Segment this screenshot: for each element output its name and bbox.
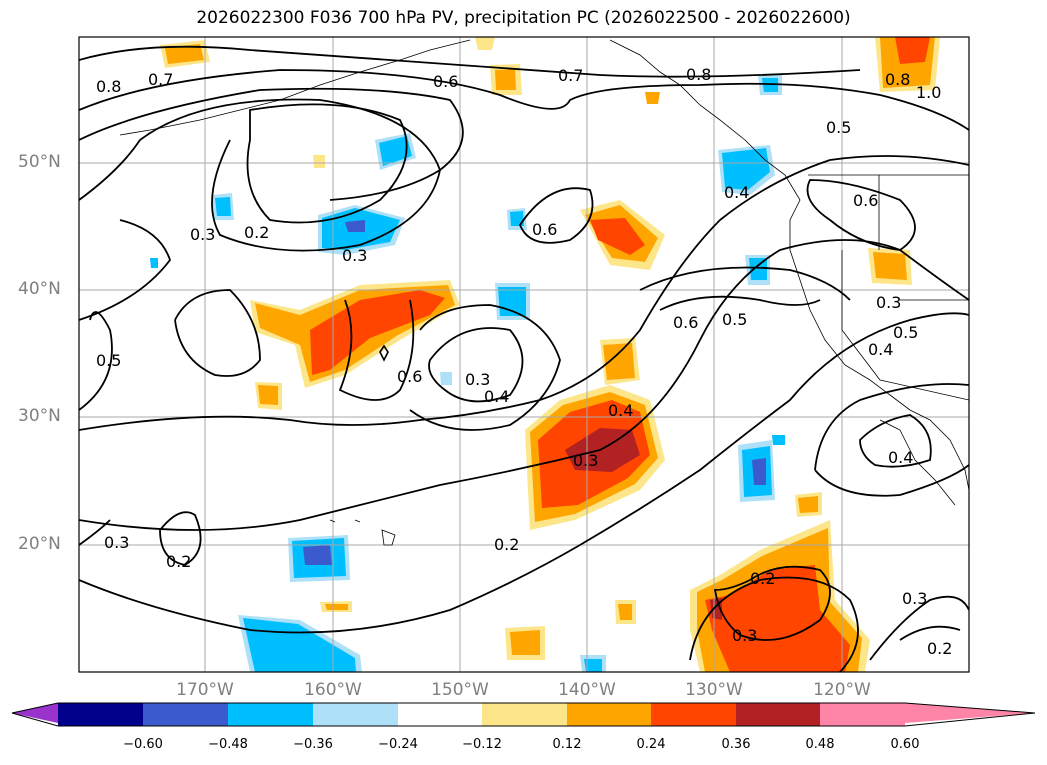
pv-contour-label: 0.7: [558, 66, 583, 85]
pv-contour-label: 0.6: [532, 220, 557, 239]
lat-label: 30°N: [18, 406, 61, 426]
pv-contour-label: 0.4: [724, 183, 749, 202]
pv-contour-label-group: 0.8 0.7 0.6 0.7 0.8 0.5 1.0 0.8 0.2 0.3 …: [96, 65, 952, 658]
colorbar-tick-label: −0.12: [462, 737, 502, 752]
colorbar-swatch: [228, 703, 313, 726]
pv-contour-label: 0.8: [885, 70, 910, 89]
pv-contour-label: 0.5: [96, 351, 121, 370]
pv-contour-label: 1.0: [916, 83, 941, 102]
colorbar-swatch: [820, 703, 905, 726]
colorbar-swatch: [482, 703, 567, 726]
pv-contour-label: 0.4: [608, 401, 633, 420]
colorbar-swatch: [58, 703, 143, 726]
pv-contour-label: 0.5: [722, 310, 747, 329]
colorbar-tick-label: −0.48: [208, 737, 248, 752]
lon-label: 140°W: [558, 680, 616, 700]
colorbar-tick-label: 0.48: [805, 737, 835, 752]
colorbar-swatch: [398, 703, 482, 726]
pv-contour-label: 0.5: [826, 118, 851, 137]
lat-label: 40°N: [18, 279, 61, 299]
lon-label: 160°W: [304, 680, 362, 700]
colorbar-tick-label: −0.36: [293, 737, 333, 752]
pv-contour-label: 0.2: [166, 552, 191, 571]
pv-contour-label: 0.5: [893, 323, 918, 342]
pv-contour-label: 0.6: [397, 367, 422, 386]
colorbar-swatch: [143, 703, 228, 726]
precip-positive-shading: [160, 37, 940, 672]
pv-contour-label: 0.6: [433, 72, 458, 91]
pv-contour-label: 0.6: [673, 313, 698, 332]
colorbar: [11, 702, 1036, 727]
colorbar-tick-label: 0.60: [890, 737, 920, 752]
colorbar-over-arrow: [905, 703, 1035, 723]
pv-contour-label: 0.3: [342, 246, 367, 265]
pv-contour-label: 0.3: [732, 626, 757, 645]
pv-markers: [379, 344, 389, 362]
colorbar-tick-label: −0.24: [378, 737, 418, 752]
colorbar-under-arrow: [12, 703, 58, 723]
pv-contour-label: 0.8: [96, 77, 121, 96]
pv-contour-label: 0.3: [573, 451, 598, 470]
lon-label: 170°W: [176, 680, 234, 700]
map-title: 2026022300 F036 700 hPa PV, precipitatio…: [196, 8, 851, 28]
colorbar-swatch: [651, 703, 736, 726]
colorbar-tick-label: 0.36: [721, 737, 751, 752]
lat-label: 20°N: [18, 534, 61, 554]
map-frame: [78, 36, 970, 673]
pv-contours: [79, 45, 969, 672]
pv-contour-label: 0.3: [902, 589, 927, 608]
pv-contour-label: 0.3: [190, 225, 215, 244]
colorbar-swatch: [567, 703, 651, 726]
pv-contour-label: 0.3: [876, 293, 901, 312]
pv-contour-label: 0.3: [104, 533, 129, 552]
colorbar-tick-label: 0.12: [552, 737, 582, 752]
lon-label: 130°W: [685, 680, 743, 700]
coastlines: [119, 39, 969, 546]
pv-contour-label: 0.7: [148, 70, 173, 89]
colorbar-swatch: [313, 703, 398, 726]
pv-contour-label: 0.6: [853, 191, 878, 210]
lat-label: 50°N: [18, 152, 61, 172]
precip-negative-shading: [150, 75, 785, 672]
pv-contour-label: 0.4: [868, 340, 893, 359]
colorbar-tick-label: 0.24: [636, 737, 666, 752]
pv-contour-label: 0.4: [484, 387, 509, 406]
pv-contour-label: 0.8: [686, 65, 711, 84]
pv-contour-label: 0.4: [888, 448, 913, 467]
pv-contour-label: 0.2: [750, 569, 775, 588]
pv-contour-label: 0.3: [465, 370, 490, 389]
pv-contour-label: 0.2: [927, 639, 952, 658]
lon-label: 120°W: [813, 680, 871, 700]
colorbar-tick-label: −0.60: [123, 737, 163, 752]
lon-label: 150°W: [431, 680, 489, 700]
pv-contour-label: 0.2: [494, 535, 519, 554]
pv-contour-label: 0.2: [244, 223, 269, 242]
colorbar-swatch: [736, 703, 820, 726]
